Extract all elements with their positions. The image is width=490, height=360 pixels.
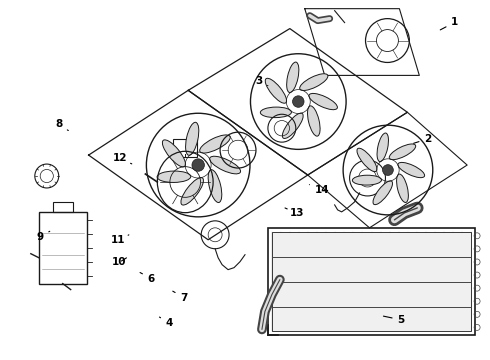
Bar: [272, 232, 471, 332]
Ellipse shape: [186, 122, 199, 155]
Text: 13: 13: [285, 208, 304, 219]
Circle shape: [192, 159, 204, 171]
Circle shape: [383, 165, 393, 175]
Text: 7: 7: [173, 291, 188, 303]
Ellipse shape: [357, 148, 377, 172]
Ellipse shape: [265, 78, 287, 103]
Ellipse shape: [282, 113, 303, 139]
Ellipse shape: [181, 177, 203, 205]
Text: 2: 2: [414, 134, 432, 144]
Ellipse shape: [210, 156, 241, 174]
Ellipse shape: [309, 94, 338, 110]
Bar: [268, 228, 475, 336]
Ellipse shape: [398, 162, 425, 177]
Bar: [39, 212, 87, 284]
Ellipse shape: [200, 135, 230, 153]
Ellipse shape: [208, 170, 222, 203]
Circle shape: [293, 96, 304, 107]
Ellipse shape: [373, 181, 392, 204]
Ellipse shape: [260, 107, 292, 118]
Ellipse shape: [300, 74, 328, 90]
Bar: [53, 202, 73, 212]
Text: 11: 11: [111, 235, 129, 245]
Text: 1: 1: [440, 17, 459, 30]
Ellipse shape: [308, 106, 320, 136]
Ellipse shape: [396, 174, 408, 202]
Text: 3: 3: [255, 76, 268, 86]
Ellipse shape: [377, 133, 389, 162]
Ellipse shape: [352, 175, 382, 185]
Text: 5: 5: [383, 315, 405, 325]
Ellipse shape: [389, 144, 416, 159]
Bar: [173, 139, 197, 157]
Text: 9: 9: [36, 231, 50, 242]
Text: 6: 6: [140, 273, 155, 284]
Ellipse shape: [287, 62, 299, 93]
Ellipse shape: [162, 140, 185, 167]
Text: 4: 4: [159, 317, 173, 328]
Ellipse shape: [157, 171, 191, 183]
Text: 10: 10: [112, 257, 126, 267]
Text: 14: 14: [309, 185, 329, 195]
Text: 8: 8: [55, 120, 68, 131]
Text: 12: 12: [113, 153, 132, 164]
